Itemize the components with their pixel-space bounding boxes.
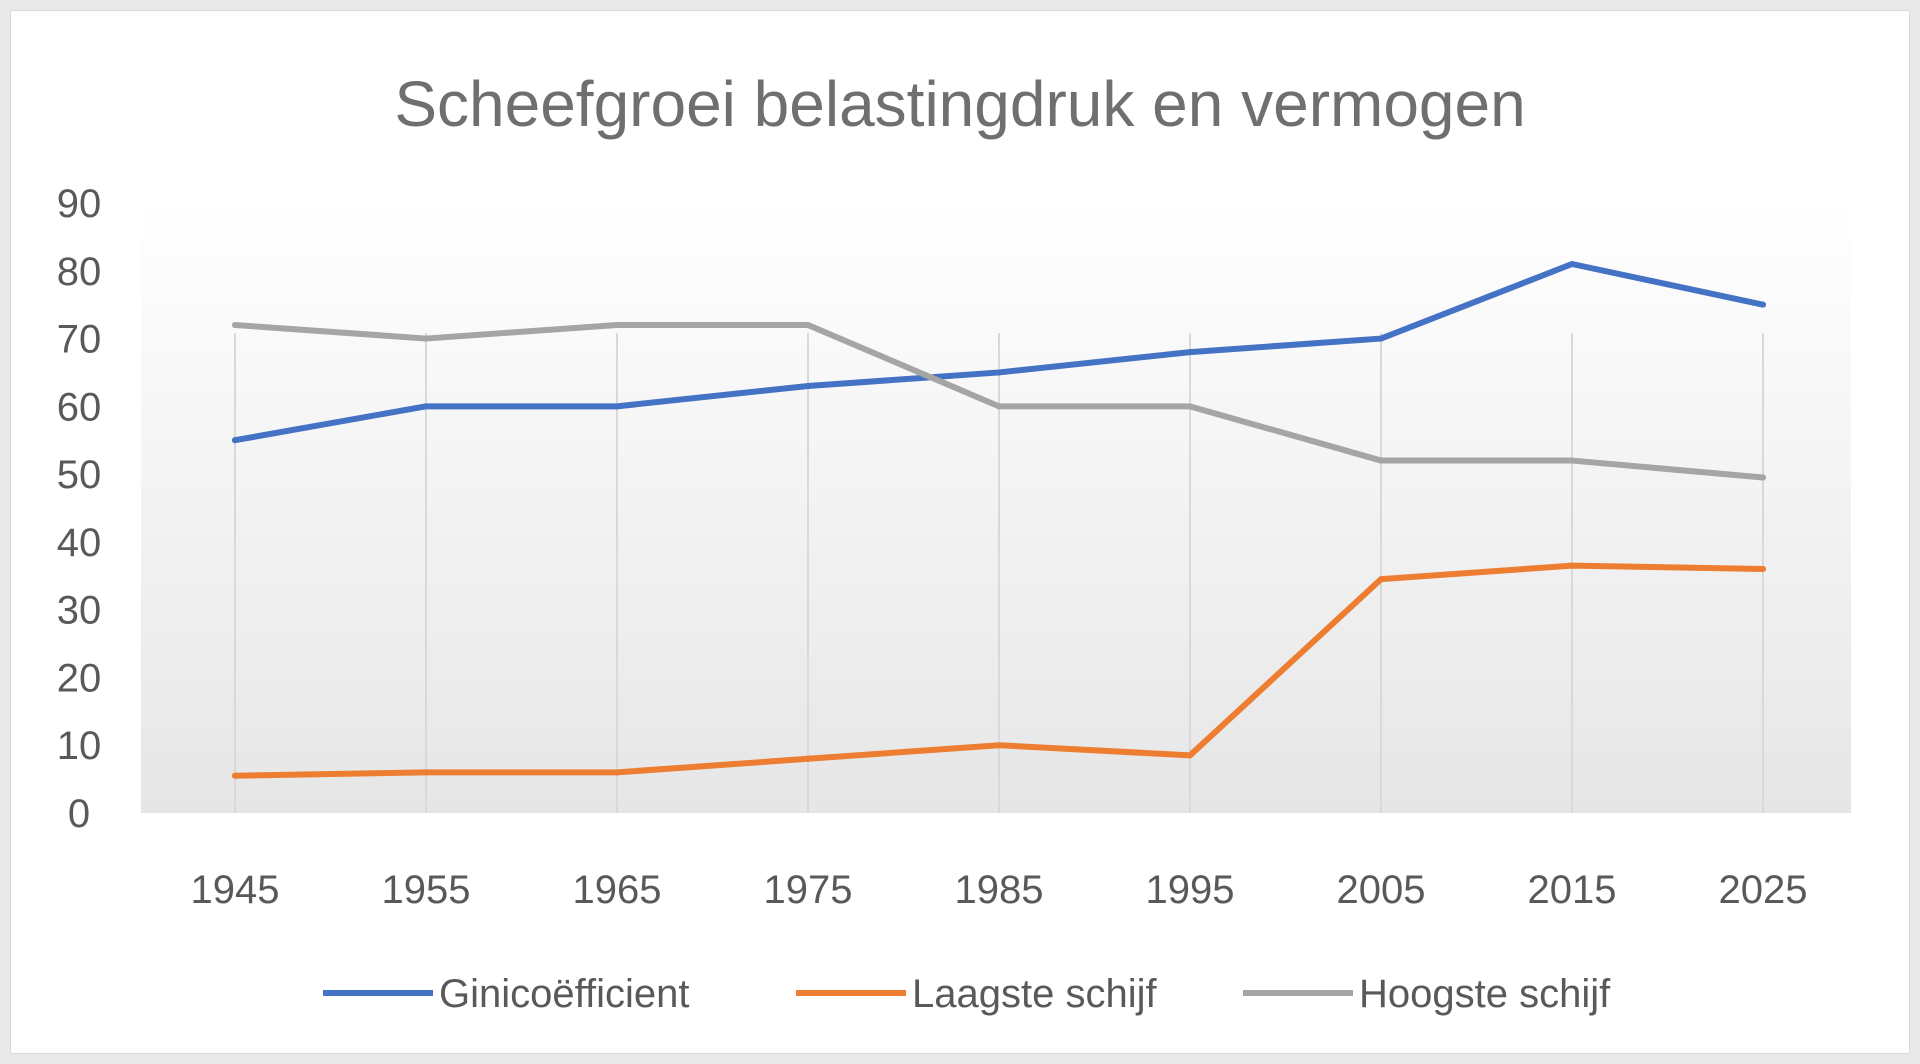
series-lines [232, 261, 1766, 779]
legend-label-3: Hoogste schijf [1359, 972, 1611, 1016]
data-point-s2-2015 [1569, 562, 1575, 569]
legend-label-1: Ginicoëfficient [439, 972, 690, 1016]
data-point-s2-1955 [423, 769, 429, 776]
data-point-s1-1945 [232, 437, 238, 444]
y-tick-label-20: 20 [57, 656, 102, 700]
data-point-s3-1945 [232, 322, 238, 328]
data-point-s3-1995 [1187, 403, 1193, 410]
y-axis-ticks: 0 10 20 30 40 50 60 70 80 90 [57, 182, 102, 836]
chart-frame: Scheefgroei belastingdruk en vermogen 0 1… [10, 10, 1910, 1054]
x-tick-label-1945: 1945 [191, 868, 280, 912]
x-tick-label-2005: 2005 [1337, 868, 1426, 912]
data-point-s3-1985 [996, 403, 1002, 410]
data-point-s3-2005 [1378, 457, 1384, 464]
data-point-s1-1985 [996, 369, 1002, 376]
y-tick-label-10: 10 [57, 724, 102, 768]
legend: Ginicoëfficient Laagste schijf Hoogste sch… [323, 972, 1611, 1016]
y-tick-label-40: 40 [57, 521, 102, 565]
data-point-s3-2015 [1569, 457, 1575, 464]
data-point-s2-1975 [805, 755, 811, 762]
legend-label-2: Laagste schijf [912, 972, 1157, 1016]
grid-lines [234, 333, 1764, 813]
data-point-s2-1965 [614, 769, 620, 776]
data-point-s1-2005 [1378, 335, 1384, 342]
y-tick-label-80: 80 [57, 250, 102, 294]
y-tick-label-50: 50 [57, 453, 102, 497]
data-point-s1-2015 [1569, 261, 1575, 267]
x-tick-label-1985: 1985 [955, 868, 1044, 912]
line-chart: Scheefgroei belastingdruk en vermogen 0 1… [57, 68, 1851, 1016]
x-tick-label-1995: 1995 [1146, 868, 1235, 912]
data-point-s1-1975 [805, 383, 811, 389]
data-point-s1-2025 [1760, 301, 1766, 308]
data-point-s2-2025 [1760, 566, 1766, 572]
data-point-s3-1975 [805, 322, 811, 328]
x-axis-ticks: 1945 1955 1965 1975 1985 1995 2005 2015 2025 [191, 868, 1808, 912]
chart-title: Scheefgroei belastingdruk en vermogen [394, 68, 1525, 140]
data-point-s3-2025 [1760, 474, 1766, 481]
y-tick-label-60: 60 [57, 385, 102, 429]
x-tick-label-1965: 1965 [573, 868, 662, 912]
data-point-s3-1955 [423, 335, 429, 342]
data-point-s2-2005 [1378, 576, 1384, 583]
data-point-s3-1965 [614, 322, 620, 328]
x-tick-label-2015: 2015 [1528, 868, 1617, 912]
y-tick-label-30: 30 [57, 589, 102, 633]
data-point-s2-1995 [1187, 752, 1193, 759]
data-point-s1-1995 [1187, 349, 1193, 356]
x-tick-label-1975: 1975 [764, 868, 853, 912]
x-tick-label-2025: 2025 [1719, 868, 1808, 912]
y-tick-label-0: 0 [68, 792, 90, 836]
plot-area [141, 203, 1851, 813]
data-point-s2-1945 [232, 772, 238, 779]
data-point-s1-1965 [614, 403, 620, 410]
data-point-s1-1955 [423, 403, 429, 410]
x-tick-label-1955: 1955 [382, 868, 471, 912]
data-point-s2-1985 [996, 742, 1002, 749]
y-tick-label-70: 70 [57, 318, 102, 362]
y-tick-label-90: 90 [57, 182, 102, 226]
